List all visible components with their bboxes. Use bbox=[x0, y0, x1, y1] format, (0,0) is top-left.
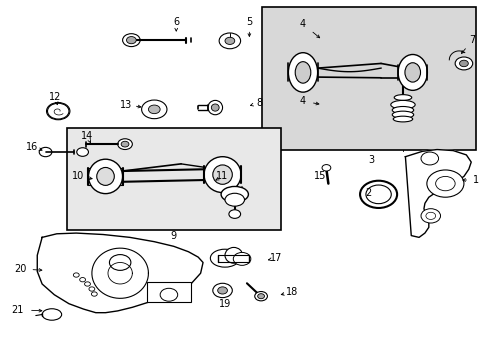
Ellipse shape bbox=[212, 283, 232, 298]
Ellipse shape bbox=[254, 292, 267, 301]
Text: 20: 20 bbox=[14, 264, 26, 274]
Text: 8: 8 bbox=[256, 98, 262, 108]
Ellipse shape bbox=[142, 100, 166, 119]
Text: 5: 5 bbox=[246, 17, 252, 27]
Text: 11: 11 bbox=[216, 171, 228, 181]
Ellipse shape bbox=[219, 33, 240, 49]
Circle shape bbox=[420, 209, 440, 223]
Ellipse shape bbox=[322, 165, 330, 171]
Circle shape bbox=[80, 278, 85, 282]
Ellipse shape bbox=[211, 104, 219, 111]
Ellipse shape bbox=[224, 37, 234, 44]
Text: 13: 13 bbox=[120, 100, 132, 110]
Text: 10: 10 bbox=[71, 171, 83, 181]
Ellipse shape bbox=[39, 147, 52, 157]
Text: 4: 4 bbox=[299, 19, 305, 29]
Text: 16: 16 bbox=[26, 142, 39, 152]
Ellipse shape bbox=[217, 287, 227, 294]
Circle shape bbox=[84, 282, 90, 286]
Ellipse shape bbox=[97, 167, 114, 185]
Ellipse shape bbox=[148, 105, 160, 114]
Text: 3: 3 bbox=[367, 155, 374, 165]
Ellipse shape bbox=[210, 249, 239, 267]
Ellipse shape bbox=[390, 100, 414, 109]
Ellipse shape bbox=[77, 148, 88, 156]
Ellipse shape bbox=[207, 100, 222, 115]
Circle shape bbox=[160, 288, 177, 301]
Circle shape bbox=[89, 287, 95, 291]
Circle shape bbox=[365, 185, 390, 204]
Ellipse shape bbox=[404, 63, 420, 82]
Ellipse shape bbox=[459, 60, 468, 67]
Circle shape bbox=[73, 273, 79, 277]
Circle shape bbox=[109, 255, 131, 270]
Ellipse shape bbox=[121, 141, 129, 147]
Bar bbox=[261, 7, 475, 149]
Ellipse shape bbox=[233, 252, 250, 265]
Ellipse shape bbox=[224, 193, 244, 206]
Ellipse shape bbox=[221, 186, 248, 202]
Text: 12: 12 bbox=[49, 92, 61, 102]
Ellipse shape bbox=[391, 111, 413, 118]
Ellipse shape bbox=[288, 53, 317, 92]
Text: 15: 15 bbox=[313, 171, 325, 181]
Ellipse shape bbox=[122, 34, 140, 46]
Ellipse shape bbox=[393, 95, 411, 100]
Polygon shape bbox=[37, 233, 203, 313]
Text: 4: 4 bbox=[299, 96, 305, 106]
Text: 21: 21 bbox=[12, 305, 24, 315]
Bar bbox=[66, 128, 281, 230]
Bar bbox=[147, 282, 190, 302]
Circle shape bbox=[91, 292, 97, 296]
Ellipse shape bbox=[454, 57, 472, 70]
Text: 6: 6 bbox=[173, 17, 179, 27]
Text: 14: 14 bbox=[81, 131, 93, 141]
Ellipse shape bbox=[88, 159, 122, 194]
Ellipse shape bbox=[228, 210, 240, 219]
Text: 19: 19 bbox=[219, 299, 231, 309]
Text: 1: 1 bbox=[472, 175, 478, 185]
Ellipse shape bbox=[257, 294, 264, 299]
Ellipse shape bbox=[118, 139, 132, 149]
Ellipse shape bbox=[224, 247, 242, 263]
Ellipse shape bbox=[397, 54, 427, 90]
Text: 18: 18 bbox=[285, 287, 298, 297]
Ellipse shape bbox=[203, 157, 241, 193]
Ellipse shape bbox=[212, 165, 232, 184]
Ellipse shape bbox=[392, 116, 412, 122]
Ellipse shape bbox=[295, 62, 310, 83]
Ellipse shape bbox=[42, 309, 61, 320]
Polygon shape bbox=[405, 149, 470, 237]
Text: 2: 2 bbox=[365, 188, 371, 198]
Circle shape bbox=[420, 152, 438, 165]
Text: 9: 9 bbox=[170, 231, 177, 240]
Text: 7: 7 bbox=[468, 35, 475, 45]
Ellipse shape bbox=[126, 37, 136, 44]
Ellipse shape bbox=[391, 107, 413, 114]
Ellipse shape bbox=[47, 103, 69, 119]
Polygon shape bbox=[92, 248, 148, 298]
Circle shape bbox=[426, 170, 463, 197]
Text: 17: 17 bbox=[269, 253, 282, 263]
